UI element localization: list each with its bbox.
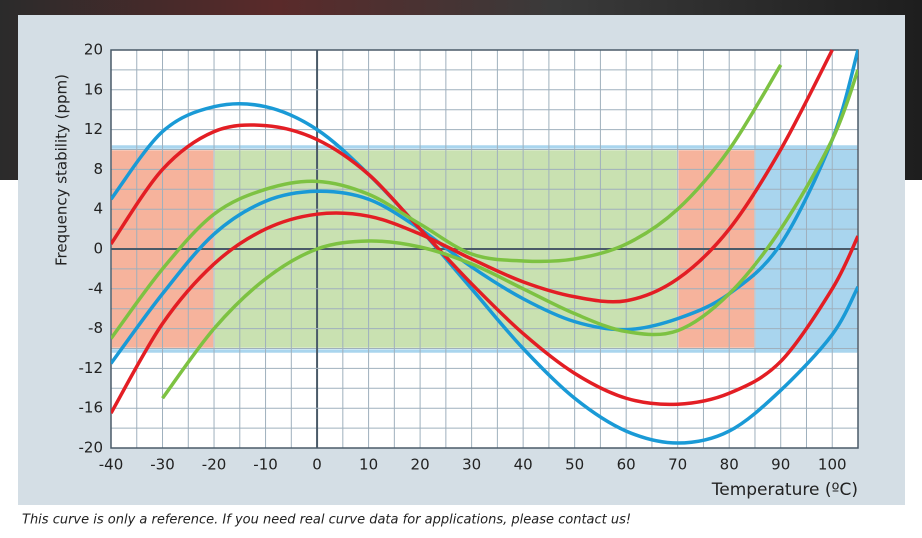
y-tick-label: -16 <box>79 399 104 417</box>
curve <box>111 49 858 365</box>
y-tick-label: 16 <box>84 80 103 98</box>
y-tick-label: 20 <box>84 41 103 59</box>
y-axis-title: Frequency stability (ppm) <box>53 74 71 266</box>
x-axis-title: Temperature (ºC) <box>711 480 858 500</box>
curve <box>111 101 858 445</box>
x-tick-label: -10 <box>253 456 278 474</box>
x-tick-label: 20 <box>411 456 430 474</box>
x-tick-label: 100 <box>818 456 847 474</box>
x-tick-label: 80 <box>720 456 739 474</box>
y-tick-label: -8 <box>88 319 103 337</box>
y-tick-label: 4 <box>93 200 103 218</box>
x-tick-label: 60 <box>617 456 636 474</box>
x-tick-label: -20 <box>202 456 227 474</box>
plot-frame <box>110 49 859 449</box>
y-tick-label: 12 <box>84 120 103 138</box>
y-tick-label: 0 <box>93 240 103 258</box>
plot <box>110 49 859 449</box>
curve <box>111 64 783 340</box>
curve <box>111 49 834 415</box>
x-tick-label: 40 <box>514 456 533 474</box>
x-tick-label: 50 <box>565 456 584 474</box>
y-tick-label: -12 <box>79 359 104 377</box>
y-tick-label: -20 <box>79 439 104 457</box>
x-tick-label: 90 <box>771 456 790 474</box>
note-area <box>18 505 905 538</box>
curve <box>111 123 858 407</box>
curve <box>161 69 858 400</box>
x-tick-label: 0 <box>312 456 322 474</box>
y-tick-label: -4 <box>88 279 103 297</box>
y-tick-label: 8 <box>93 160 103 178</box>
x-tick-label: 10 <box>359 456 378 474</box>
x-tick-label: -40 <box>99 456 124 474</box>
x-tick-label: 30 <box>462 456 481 474</box>
footnote: This curve is only a reference. If you n… <box>22 513 631 528</box>
x-tick-label: -30 <box>150 456 175 474</box>
x-tick-label: 70 <box>668 456 687 474</box>
